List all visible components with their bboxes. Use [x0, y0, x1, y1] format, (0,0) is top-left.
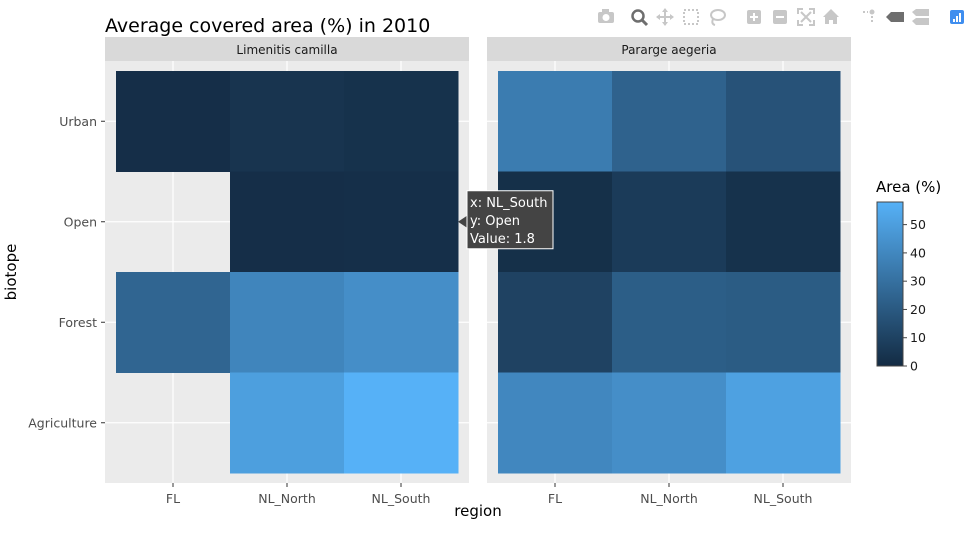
tooltip-box: [466, 190, 554, 250]
colorbar-legend: Area (%) 0 10 20 30 40 50: [876, 178, 941, 374]
heatmap-cell[interactable]: [230, 272, 345, 373]
hover-compare-icon[interactable]: Compare data on hover: [910, 6, 932, 28]
y-tick-label: Urban: [59, 114, 97, 129]
x-axis-title: region: [454, 502, 501, 520]
tooltip-value-line: Value: 1.8: [470, 232, 535, 247]
heatmap-cell[interactable]: [344, 171, 459, 273]
colorbar-tick-label: 30: [910, 274, 926, 289]
x-tick-label: FL: [548, 491, 562, 506]
facet-strip: [105, 37, 469, 61]
zoom-out-icon[interactable]: Zoom out: [769, 6, 791, 28]
colorbar-tick-label: 0: [910, 359, 918, 374]
heatmap-cell[interactable]: [726, 272, 841, 373]
heatmap-cell[interactable]: [498, 71, 613, 172]
facet-panel: Pararge aegeria FL NL_North NL_South: [487, 37, 851, 506]
facet-label: Limenitis camilla: [236, 43, 337, 57]
heatmap-cell[interactable]: [344, 372, 459, 474]
heatmap-cell[interactable]: [498, 272, 613, 373]
facet-label: Pararge aegeria: [621, 43, 716, 57]
autoscale-icon[interactable]: Autoscale: [795, 6, 817, 28]
y-tick-label: Open: [64, 214, 97, 229]
colorbar-tick-label: 10: [910, 330, 926, 345]
colorbar-tick-label: 40: [910, 245, 926, 260]
heatmap-cell[interactable]: [612, 372, 727, 474]
chart-title: Average covered area (%) in 2010: [105, 15, 430, 37]
heatmap-cell[interactable]: [230, 71, 345, 172]
zoom-in-icon[interactable]: Zoom in: [743, 6, 765, 28]
heatmap-cell[interactable]: [612, 71, 727, 172]
heatmap-cell[interactable]: [116, 71, 231, 172]
hover-tooltip: x: NL_South y: Open Value: 1.8: [458, 190, 554, 250]
pan-icon[interactable]: Pan: [654, 6, 676, 28]
heatmap-cell[interactable]: [612, 171, 727, 273]
x-tick-label: NL_South: [754, 491, 813, 506]
x-tick-label: NL_South: [372, 491, 431, 506]
heatmap-cell[interactable]: [612, 272, 727, 373]
heatmap-cell[interactable]: [726, 71, 841, 172]
y-tick-label: Forest: [59, 315, 97, 330]
y-axis-title: biotope: [2, 244, 20, 301]
zoom-icon[interactable]: Zoom: [628, 6, 650, 28]
x-tick-label: NL_North: [640, 491, 698, 506]
heatmap-cell[interactable]: [344, 272, 459, 373]
hover-closest-icon[interactable]: Show closest data on hover: [884, 6, 906, 28]
heatmap-cell[interactable]: [230, 171, 345, 273]
lasso-select-icon[interactable]: Lasso Select: [706, 6, 728, 28]
x-tick-label: NL_North: [258, 491, 316, 506]
y-tick-label: Agriculture: [28, 415, 97, 430]
heatmap-cell[interactable]: [498, 372, 613, 474]
colorbar-tick-label: 20: [910, 302, 926, 317]
heatmap-cell[interactable]: [726, 171, 841, 273]
box-select-icon[interactable]: Box Select: [680, 6, 702, 28]
tooltip-x-line: x: NL_South: [470, 196, 547, 211]
heatmap-cell[interactable]: [344, 71, 459, 172]
home-icon[interactable]: Reset axes: [820, 6, 842, 28]
colorbar-tick-label: 50: [910, 217, 926, 232]
heatmap-cell[interactable]: [116, 272, 231, 373]
modebar-toolbar: Download plot as a png ZoomPanBox SelectL…: [595, 6, 968, 28]
heatmap-cell[interactable]: [230, 372, 345, 474]
facet-strip: [487, 37, 851, 61]
camera-icon[interactable]: Download plot as a png: [595, 6, 617, 28]
colorbar-gradient: [876, 201, 904, 367]
tooltip-pointer: [458, 215, 467, 228]
facet-panel: Limenitis camilla FL NL_North NL_South Urban…: [28, 37, 469, 506]
tooltip-y-line: y: Open: [470, 214, 520, 229]
heatmap-cell[interactable]: [726, 372, 841, 474]
colorbar-title: Area (%): [876, 178, 941, 196]
spike-lines-icon[interactable]: Toggle Spike Lines: [857, 6, 879, 28]
plotly-logo-icon[interactable]: Produced with Plotly: [946, 6, 968, 28]
x-tick-label: FL: [166, 491, 180, 506]
